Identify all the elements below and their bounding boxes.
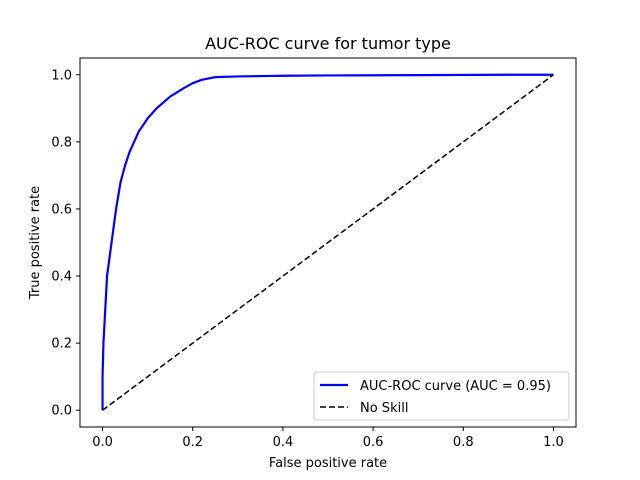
y-axis: 0.0 0.2 0.4 0.6 0.8 1.0 [51,68,80,419]
x-tick-label: 0.4 [273,435,294,450]
series-line-1 [102,74,554,411]
plot-frame [79,57,577,428]
plot-area [101,73,554,411]
x-tick-label: 1.0 [543,435,564,450]
y-tick-label: 0.4 [51,270,72,285]
legend-label-0: AUC-ROC curve (AUC = 0.95) [360,379,551,394]
legend-box [313,371,570,421]
legend-label-1: No Skill [360,401,408,416]
x-tick-label: 0.0 [92,435,113,450]
y-tick-label: 0.0 [51,404,72,419]
x-tick-label: 0.8 [453,435,474,450]
legend: AUC-ROC curve (AUC = 0.95) No Skill [313,371,570,421]
y-tick-label: 0.6 [51,202,72,217]
y-tick-label: 0.2 [51,337,72,352]
series-line-0 [101,73,554,411]
y-tick-label: 1.0 [51,68,72,83]
chart-title: AUC-ROC curve for tumor type [205,34,451,53]
x-axis-label: False positive rate [269,456,387,471]
y-tick-label: 0.8 [51,135,72,150]
x-tick-label: 0.6 [363,435,384,450]
x-tick-label: 0.2 [182,435,203,450]
x-axis: 0.0 0.2 0.4 0.6 0.8 1.0 [92,427,564,450]
y-axis-label: True positive rate [28,186,43,300]
